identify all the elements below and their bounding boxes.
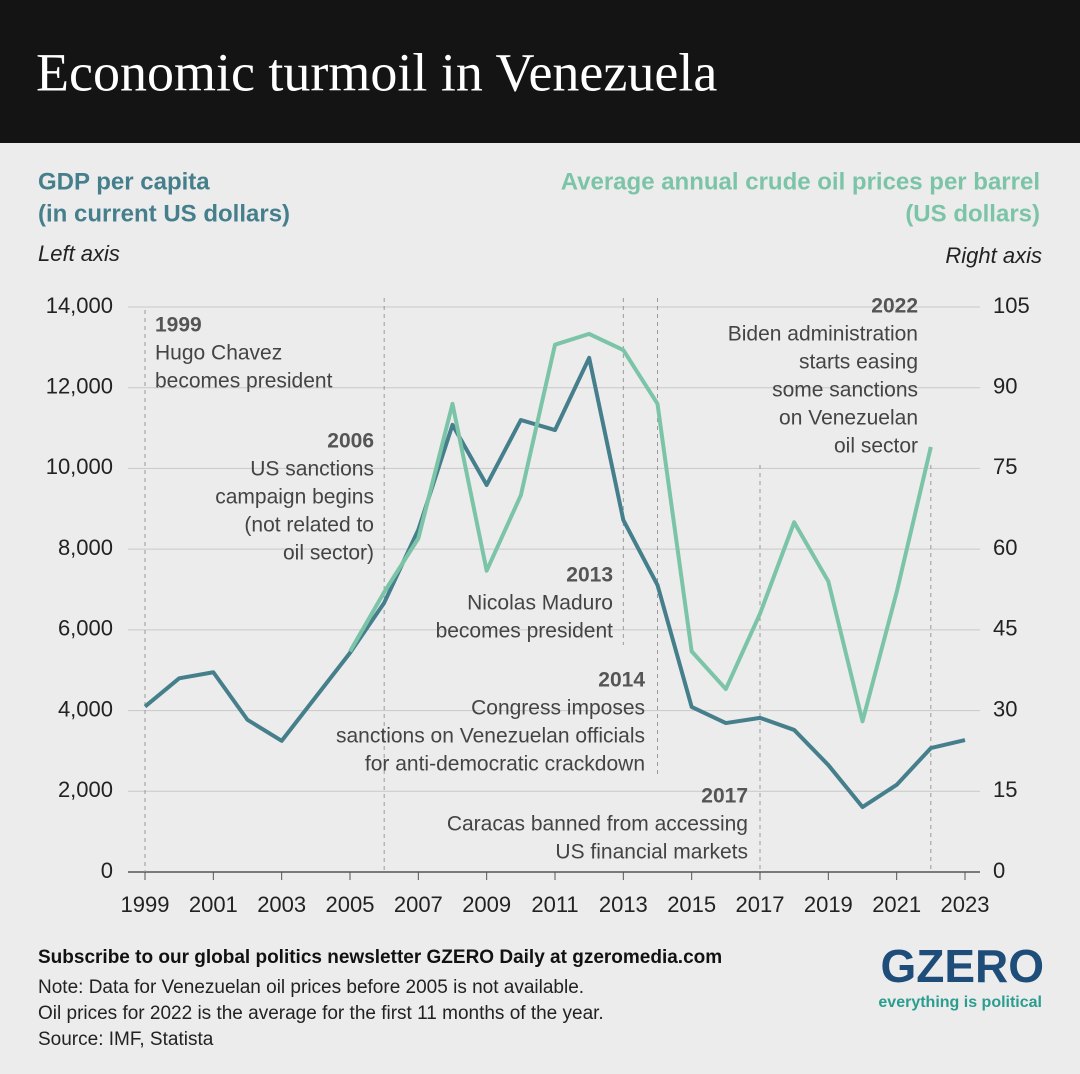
x-tick-label: 2017 <box>736 892 785 917</box>
event-year: 2017 <box>701 785 748 808</box>
event-text: sanctions on Venezuelan officials <box>336 725 645 748</box>
y-tick-label: 14,000 <box>46 293 113 318</box>
event-text: for anti-democratic crackdown <box>365 753 645 776</box>
logo-tagline: everything is political <box>878 994 1042 1011</box>
event-text: oil sector <box>834 435 918 458</box>
x-tick-label: 2015 <box>667 892 716 917</box>
x-tick-label: 2009 <box>462 892 511 917</box>
x-tick-label: 2005 <box>326 892 375 917</box>
x-tick-label: 2021 <box>872 892 921 917</box>
event-text: Congress imposes <box>471 697 645 720</box>
y2-title: Average annual crude oil prices per barr… <box>561 168 1040 195</box>
event-year: 2006 <box>327 430 374 453</box>
x-tick-label: 2023 <box>941 892 990 917</box>
y-tick-label: 0 <box>101 858 113 883</box>
y-tick-label: 12,000 <box>46 374 113 399</box>
series-line <box>143 355 966 810</box>
event-text: US financial markets <box>555 841 748 864</box>
y-tick-label: 6,000 <box>58 616 113 641</box>
event-text: Caracas banned from accessing <box>447 813 748 836</box>
event-year: 2014 <box>598 669 645 692</box>
x-tick-label: 2011 <box>531 892 578 917</box>
x-tick-label: 2003 <box>257 892 306 917</box>
y2-tick-label: 30 <box>993 696 1017 721</box>
y2-tick-label: 15 <box>993 777 1017 802</box>
y-tick-label: 4,000 <box>58 696 113 721</box>
y2-tick-label: 90 <box>993 374 1017 399</box>
event-text: (not related to <box>244 514 374 537</box>
note: Note: Data for Venezuelan oil prices bef… <box>38 977 584 998</box>
x-tick-label: 2001 <box>189 892 238 917</box>
event-text: starts easing <box>799 351 918 374</box>
y2-tick-label: 75 <box>993 454 1017 479</box>
subscribe: Subscribe to our global politics newslet… <box>38 947 722 968</box>
event-text: Nicolas Maduro <box>467 592 613 615</box>
series-line <box>348 331 933 724</box>
event-text: Hugo Chavez <box>155 342 282 365</box>
note: Oil prices for 2022 is the average for t… <box>38 1003 604 1024</box>
y-note: Left axis <box>38 241 120 266</box>
y2-tick-label: 60 <box>993 535 1017 560</box>
event-text: on Venezuelan <box>779 407 918 430</box>
event-text: oil sector) <box>283 542 374 565</box>
x-tick-label: 2013 <box>599 892 648 917</box>
y2-tick-label: 105 <box>993 293 1030 318</box>
x-tick-label: 2019 <box>804 892 853 917</box>
y2-note: Right axis <box>945 243 1042 268</box>
event-text: Biden administration <box>728 323 918 346</box>
event-year: 1999 <box>155 314 202 337</box>
event-text: becomes president <box>155 370 333 393</box>
y-title: GDP per capita <box>38 168 210 195</box>
source: Source: IMF, Statista <box>38 1029 214 1050</box>
header-bar <box>0 0 1080 143</box>
y2-tick-label: 0 <box>993 858 1005 883</box>
y2-tick-label: 45 <box>993 616 1017 641</box>
y-title: (in current US dollars) <box>38 200 290 227</box>
logo: GZERO <box>880 940 1044 992</box>
event-text: campaign begins <box>215 486 374 509</box>
y2-title: (US dollars) <box>905 200 1040 227</box>
event-text: some sanctions <box>772 379 918 402</box>
event-text: US sanctions <box>250 458 374 481</box>
y-tick-label: 10,000 <box>46 454 113 479</box>
y-tick-label: 8,000 <box>58 535 113 560</box>
event-year: 2022 <box>871 295 918 318</box>
x-tick-label: 2007 <box>394 892 443 917</box>
event-text: becomes president <box>436 620 614 643</box>
x-tick-label: 1999 <box>121 892 170 917</box>
y-tick-label: 2,000 <box>58 777 113 802</box>
event-year: 2013 <box>566 564 613 587</box>
title: Economic turmoil in Venezuela <box>36 42 717 102</box>
